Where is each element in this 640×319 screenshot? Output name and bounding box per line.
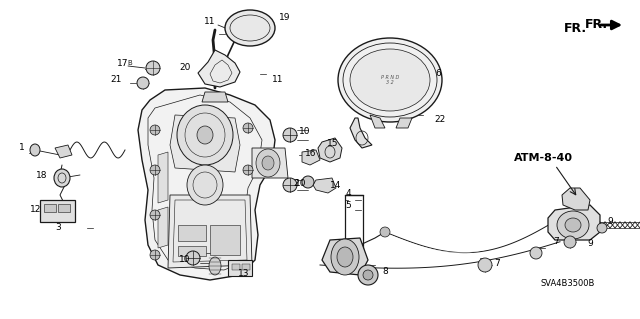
Bar — [178, 246, 206, 256]
Ellipse shape — [225, 10, 275, 46]
Ellipse shape — [187, 165, 223, 205]
Ellipse shape — [530, 247, 542, 259]
Text: 11: 11 — [272, 76, 284, 85]
Ellipse shape — [478, 258, 492, 272]
Polygon shape — [158, 152, 168, 203]
Text: 10: 10 — [295, 179, 307, 188]
Text: 14: 14 — [330, 181, 342, 189]
Polygon shape — [322, 238, 368, 275]
Ellipse shape — [337, 247, 353, 267]
Polygon shape — [396, 118, 412, 128]
Ellipse shape — [197, 126, 213, 144]
Polygon shape — [202, 92, 228, 102]
Bar — [232, 264, 240, 270]
Ellipse shape — [557, 211, 589, 239]
Polygon shape — [158, 207, 168, 248]
Ellipse shape — [243, 123, 253, 133]
Polygon shape — [350, 118, 372, 148]
Ellipse shape — [137, 77, 149, 89]
Ellipse shape — [150, 125, 160, 135]
Bar — [44, 204, 56, 212]
Text: B: B — [127, 60, 132, 66]
Ellipse shape — [146, 61, 160, 75]
Text: 21: 21 — [110, 75, 122, 84]
Text: 20: 20 — [179, 63, 191, 71]
Text: 7: 7 — [553, 238, 559, 247]
Ellipse shape — [262, 156, 274, 170]
Text: 5: 5 — [345, 201, 351, 210]
Ellipse shape — [380, 227, 390, 237]
Text: 15: 15 — [327, 138, 339, 147]
Polygon shape — [55, 145, 72, 158]
Text: 11: 11 — [204, 18, 216, 26]
Polygon shape — [252, 148, 288, 178]
Ellipse shape — [150, 210, 160, 220]
Polygon shape — [562, 188, 590, 210]
Ellipse shape — [243, 165, 253, 175]
Bar — [178, 225, 206, 241]
Text: FR.: FR. — [564, 21, 587, 34]
Text: 4: 4 — [345, 189, 351, 198]
Bar — [40, 200, 75, 222]
Text: 9: 9 — [587, 239, 593, 248]
Polygon shape — [170, 115, 240, 172]
Polygon shape — [548, 205, 600, 240]
Text: 13: 13 — [238, 269, 250, 278]
Text: P R N D
3 2: P R N D 3 2 — [381, 75, 399, 85]
Bar — [242, 264, 250, 270]
Polygon shape — [302, 150, 320, 165]
Polygon shape — [318, 138, 342, 162]
Ellipse shape — [302, 176, 314, 188]
Polygon shape — [138, 88, 275, 280]
Ellipse shape — [283, 178, 297, 192]
Ellipse shape — [358, 265, 378, 285]
Bar — [58, 204, 70, 212]
Ellipse shape — [177, 105, 233, 165]
Ellipse shape — [150, 250, 160, 260]
Text: 2: 2 — [293, 179, 299, 188]
Bar — [345, 195, 363, 255]
Text: 7: 7 — [494, 259, 500, 269]
Polygon shape — [370, 115, 385, 128]
Text: FR.: FR. — [584, 18, 607, 31]
Text: SVA4B3500B: SVA4B3500B — [541, 279, 595, 288]
Ellipse shape — [565, 218, 581, 232]
Ellipse shape — [350, 49, 430, 111]
Ellipse shape — [186, 251, 200, 265]
Text: 22: 22 — [435, 115, 445, 124]
Ellipse shape — [150, 165, 160, 175]
Text: 19: 19 — [279, 13, 291, 23]
Ellipse shape — [283, 128, 297, 142]
Bar — [228, 260, 252, 276]
Ellipse shape — [597, 223, 607, 233]
Ellipse shape — [209, 257, 221, 275]
Ellipse shape — [30, 144, 40, 156]
Bar — [210, 225, 240, 255]
Text: 17: 17 — [117, 60, 129, 69]
Text: 9: 9 — [607, 218, 613, 226]
Ellipse shape — [338, 38, 442, 122]
Text: 10: 10 — [179, 255, 191, 263]
Ellipse shape — [564, 236, 576, 248]
Text: 3: 3 — [55, 224, 61, 233]
Ellipse shape — [256, 149, 280, 177]
Text: 12: 12 — [30, 205, 42, 214]
Ellipse shape — [331, 239, 359, 275]
Ellipse shape — [363, 270, 373, 280]
Text: 10: 10 — [300, 127, 311, 136]
Text: 6: 6 — [435, 69, 441, 78]
Text: ATM-8-40: ATM-8-40 — [513, 153, 573, 163]
Text: 18: 18 — [36, 170, 48, 180]
Text: 16: 16 — [305, 149, 317, 158]
Polygon shape — [313, 178, 336, 193]
Ellipse shape — [54, 169, 70, 187]
Text: 8: 8 — [382, 268, 388, 277]
Polygon shape — [198, 50, 240, 87]
Text: 1: 1 — [19, 144, 25, 152]
Polygon shape — [168, 195, 252, 268]
